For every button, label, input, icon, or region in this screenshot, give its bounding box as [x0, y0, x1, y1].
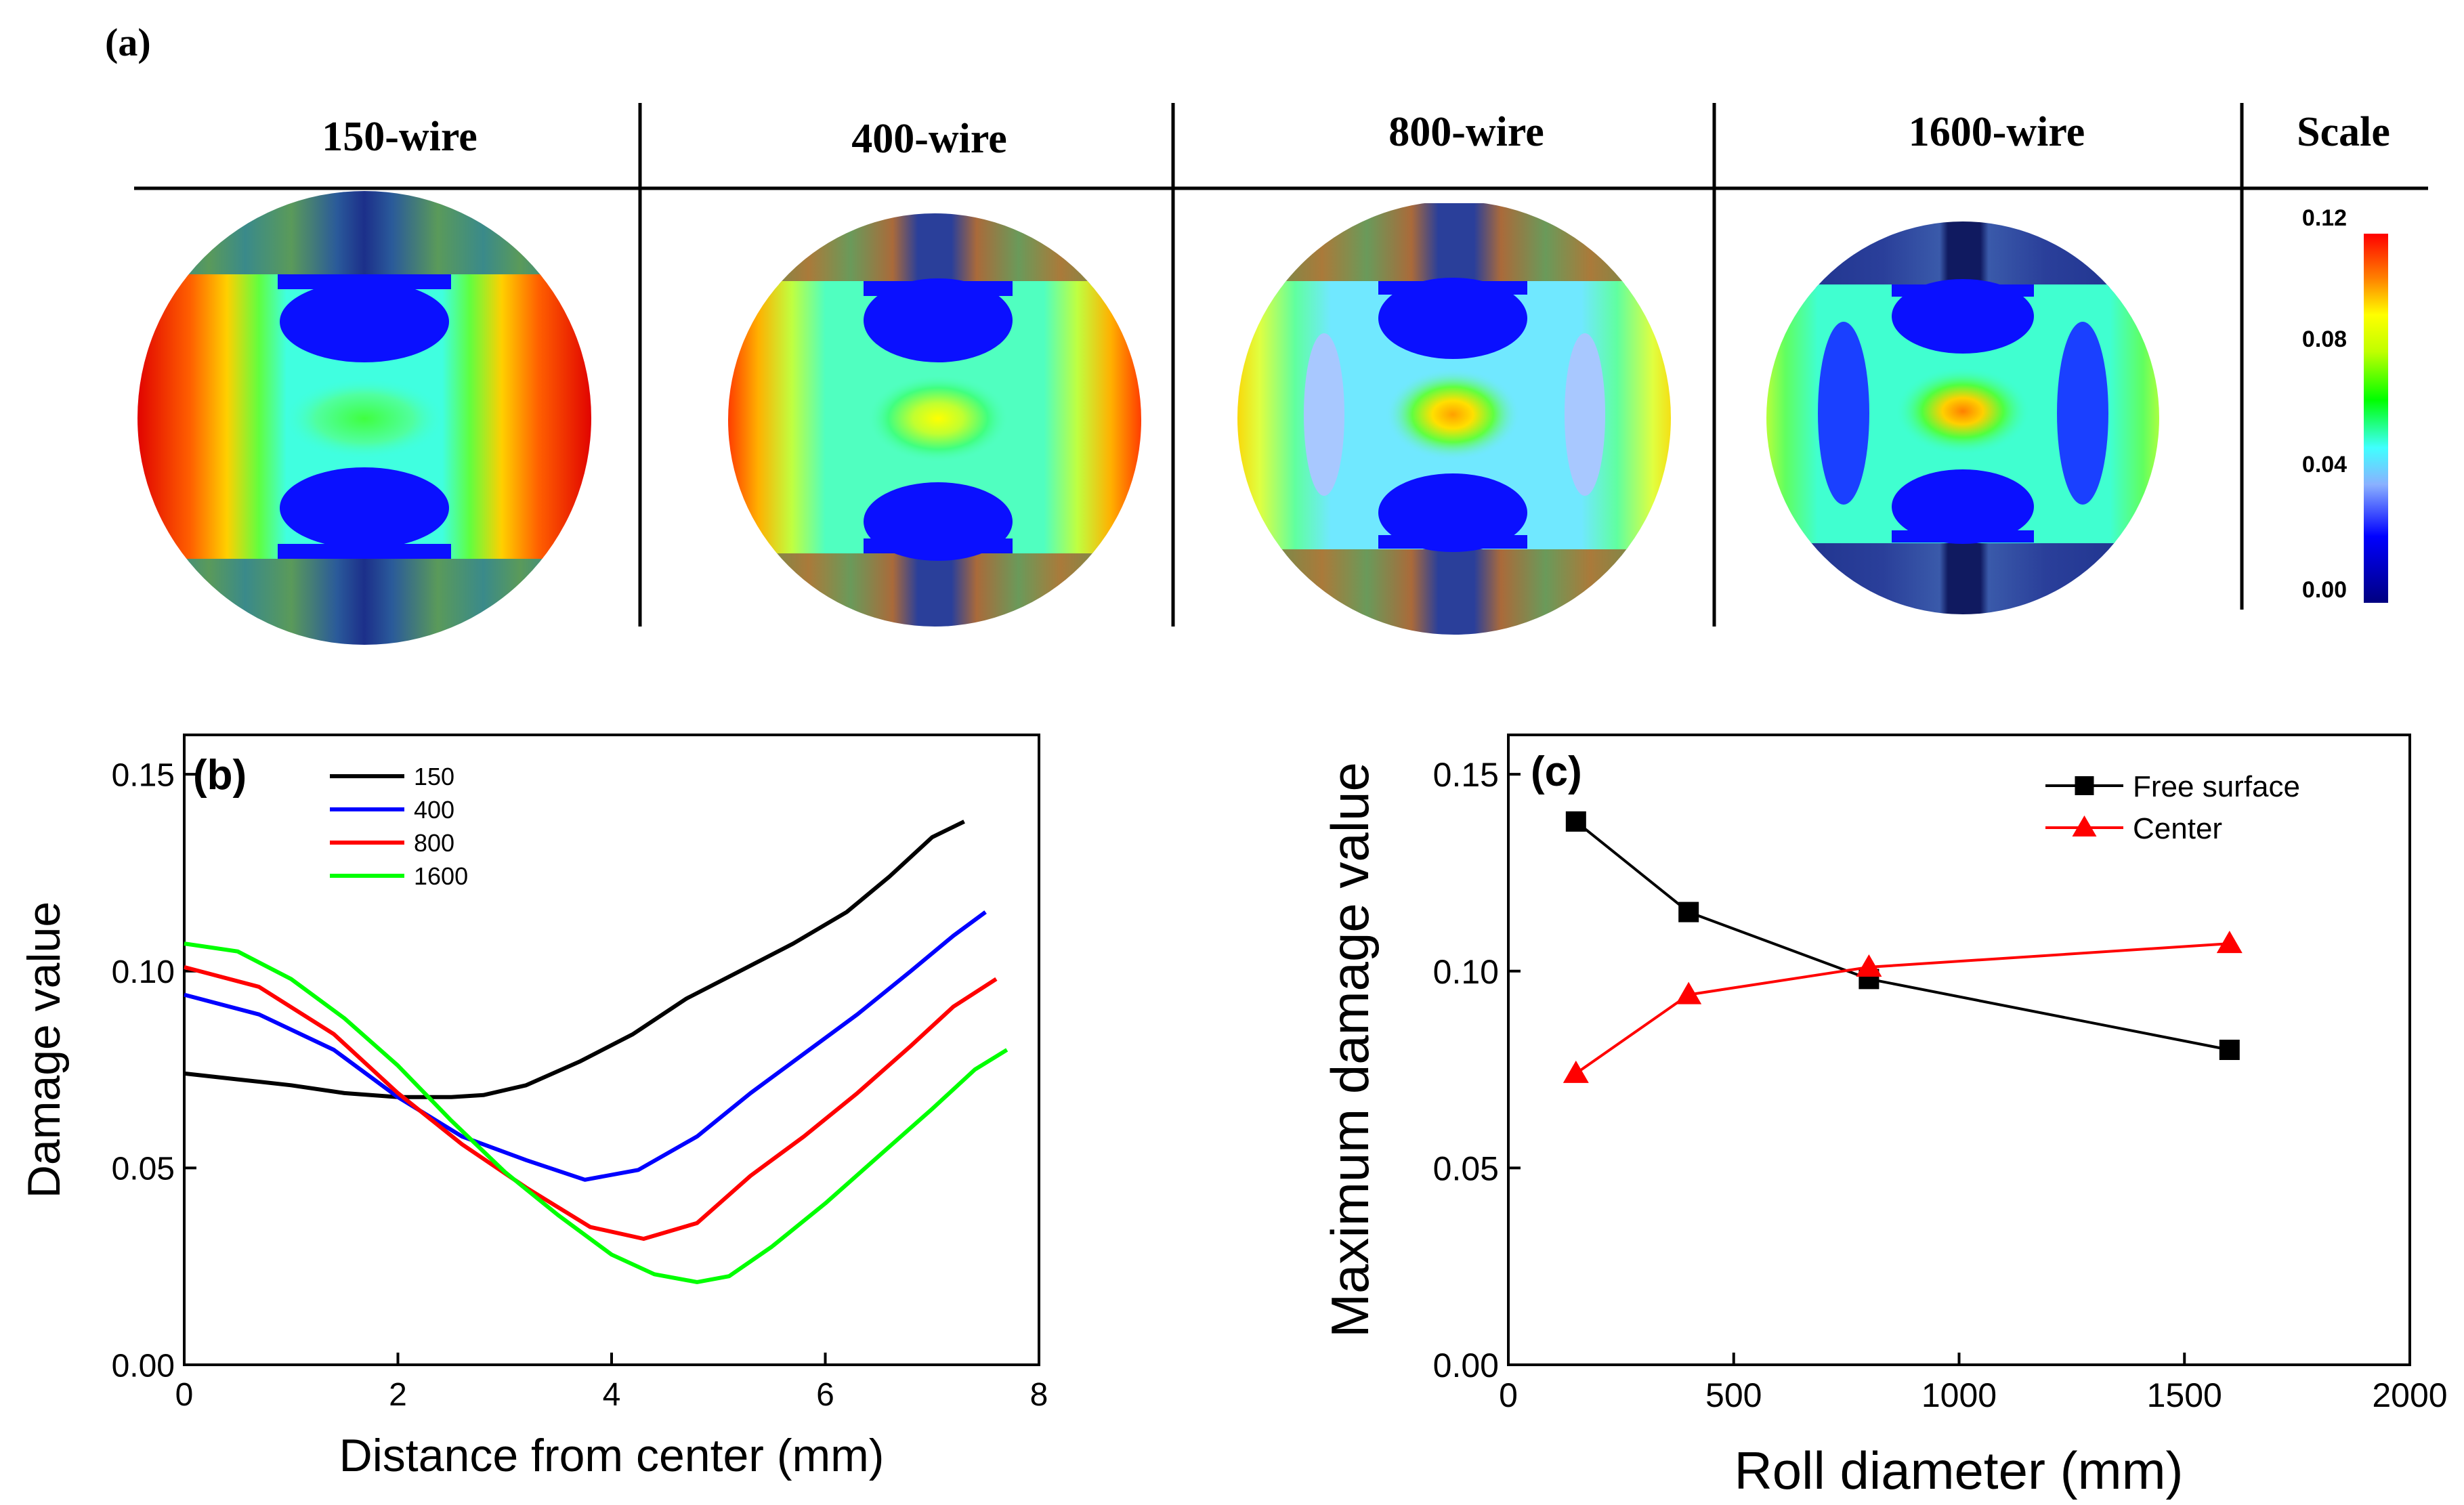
contour-150-wire [137, 191, 591, 645]
plot-frame-b [183, 734, 1040, 1366]
chart-c-ylabel: Maximum damage value [1320, 762, 1380, 1338]
y-tick-label: 0.05 [112, 1151, 175, 1187]
legend-marker-triangle [2072, 815, 2097, 836]
panel-b-label: (b) [193, 752, 247, 799]
scale-tick-3: 0.00 [2302, 577, 2347, 603]
data-point-triangle [2216, 931, 2243, 954]
colorbar: 0.12 0.08 0.04 0.00 [2302, 205, 2388, 603]
legend-label: 400 [414, 796, 454, 824]
panel-a-label: (a) [105, 20, 151, 64]
series-line-free-surface [1575, 820, 2230, 1051]
chart-b-legend: 150 400 800 1600 [330, 763, 468, 890]
contour-800-wire [1237, 203, 1671, 635]
scale-tick-1: 0.08 [2302, 326, 2347, 352]
y-tick-label: 0.15 [112, 757, 175, 793]
colorbar-gradient [2364, 234, 2388, 603]
scale-tick-0: 0.12 [2302, 205, 2347, 231]
data-point-square [1565, 811, 1586, 832]
legend-label: Free surface [2133, 770, 2300, 803]
legend-label: 800 [414, 829, 454, 857]
chart-b-ylabel: Damage value [18, 902, 70, 1198]
legend-label: Center [2133, 812, 2222, 845]
header-800-wire: 800-wire [1388, 109, 1544, 155]
x-tick-label: 6 [816, 1377, 834, 1413]
x-tick-label: 2 [389, 1377, 407, 1413]
data-point-square [2219, 1040, 2240, 1060]
data-point-square [1678, 902, 1699, 923]
x-tick-label: 0 [175, 1377, 194, 1413]
x-tick-label: 500 [1705, 1376, 1762, 1414]
chart-b-xlabel: Distance from center (mm) [339, 1430, 885, 1481]
y-tick-label: 0.15 [1433, 756, 1499, 794]
series-line-150 [184, 820, 965, 1099]
x-tick-label: 2000 [2372, 1376, 2447, 1414]
header-scale: Scale [2297, 109, 2390, 155]
chart-c-legend: Free surface Center [2045, 770, 2300, 845]
x-tick-label: 0 [1499, 1376, 1518, 1414]
y-tick-label: 0.05 [1433, 1149, 1499, 1187]
x-tick-label: 1500 [2147, 1376, 2222, 1414]
y-tick-label: 0.10 [1433, 953, 1499, 991]
x-tick-label: 8 [1030, 1377, 1048, 1413]
scale-tick-2: 0.04 [2302, 452, 2347, 478]
legend-label: 1600 [414, 862, 468, 890]
data-point-triangle [1856, 954, 1882, 977]
series-line-800 [184, 965, 998, 1241]
series-line-1600 [184, 941, 1008, 1284]
series-line-400 [184, 910, 987, 1182]
chart-c: 0 500 1000 1500 2000 0.00 0.05 0.10 0.15 (c) Rol… [1320, 734, 2448, 1500]
data-point-triangle [1676, 981, 1702, 1004]
y-tick-label: 0.10 [112, 954, 175, 990]
y-tick-label: 0.00 [112, 1348, 175, 1384]
chart-b: 0 2 4 6 8 0.00 0.05 0.10 0.15 (b) Distance from … [18, 734, 1048, 1481]
contour-400-wire [728, 213, 1141, 627]
panel-c-label: (c) [1531, 748, 1582, 795]
header-150-wire: 150-wire [322, 114, 477, 160]
data-point-triangle [1563, 1060, 1589, 1083]
x-tick-label: 1000 [1921, 1376, 1997, 1414]
y-tick-label: 0.00 [1433, 1347, 1499, 1384]
legend-marker-square [2075, 776, 2094, 795]
chart-c-xlabel: Roll diameter (mm) [1734, 1441, 2183, 1500]
plot-frame-c [1507, 734, 2411, 1366]
panel-a-table: 150-wire 400-wire 800-wire 1600-wire Sca… [134, 103, 2428, 627]
header-1600-wire: 1600-wire [1909, 109, 2085, 155]
header-400-wire: 400-wire [851, 116, 1007, 162]
x-tick-label: 4 [603, 1377, 621, 1413]
contour-1600-wire [1766, 221, 2159, 614]
series-line-center [1575, 942, 2230, 1075]
legend-label: 150 [414, 763, 454, 790]
